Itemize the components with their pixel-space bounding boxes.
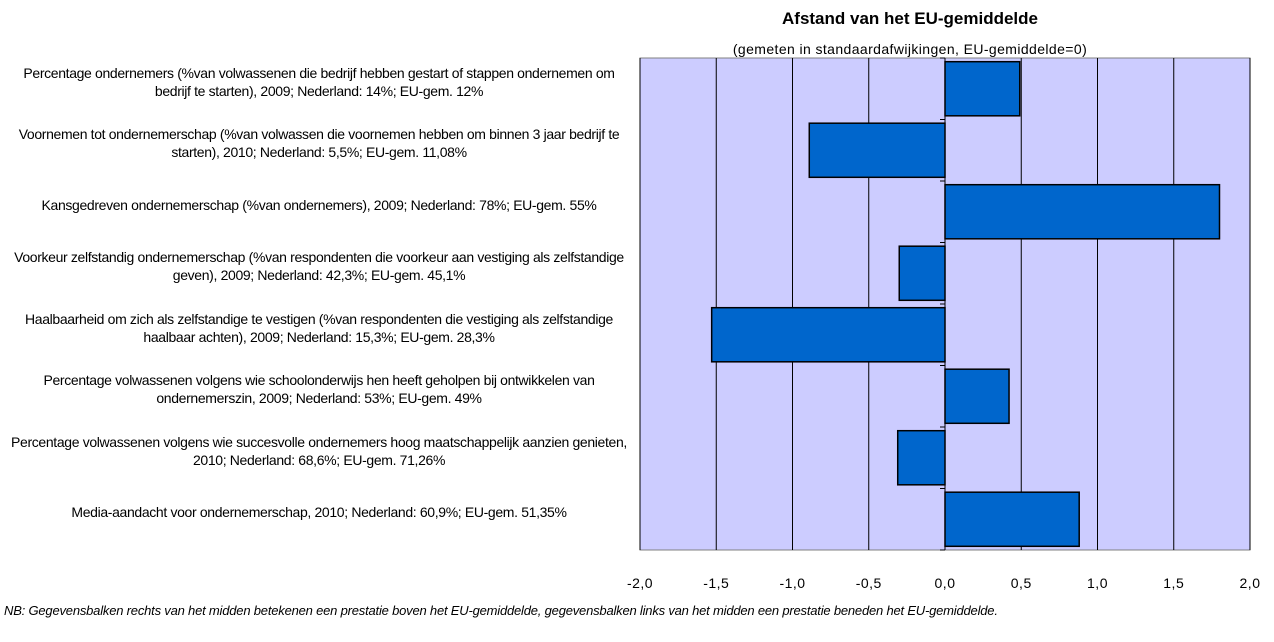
category-label: Kansgedreven ondernemerschap (%van onder… (41, 196, 597, 213)
footnote: NB: Gegevensbalken rechts van het midden… (4, 603, 998, 618)
x-tick-label: 0,0 (935, 575, 956, 591)
bar (944, 491, 1080, 548)
x-tick-label: -1,5 (703, 575, 729, 591)
bar (944, 183, 1221, 240)
chart-title: Afstand van het EU-gemiddelde (782, 9, 1038, 28)
category-label: Voornemen tot ondernemerschap (%van volw… (18, 126, 620, 161)
x-tick-label: 0,5 (1011, 575, 1032, 591)
category-label: Haalbaarheid om zich als zelfstandige te… (25, 310, 613, 345)
bar (808, 122, 946, 179)
bar (710, 306, 946, 363)
x-tick-label: 1,0 (1087, 575, 1108, 591)
x-tick-label: -2,0 (627, 575, 653, 591)
bar (944, 60, 1021, 117)
bar (944, 368, 1010, 425)
x-tick-label: -1,0 (779, 575, 805, 591)
x-tick-label: -0,5 (856, 575, 882, 591)
chart-subtitle: (gemeten in standaardafwijkingen, EU-gem… (733, 41, 1087, 57)
category-label: Media-aandacht voor ondernemerschap, 201… (71, 504, 567, 521)
x-tick-label: 2,0 (1240, 575, 1261, 591)
category-label: Percentage ondernemers (%van volwassenen… (23, 64, 615, 99)
bar (898, 245, 946, 302)
x-tick-label: 1,5 (1163, 575, 1184, 591)
category-label: Voorkeur zelfstandig ondernemerschap (%v… (14, 249, 624, 284)
category-label: Percentage volwassenen volgens wie succe… (11, 433, 627, 468)
category-label: Percentage volwassenen volgens wie schoo… (43, 372, 595, 407)
bar (896, 429, 946, 486)
